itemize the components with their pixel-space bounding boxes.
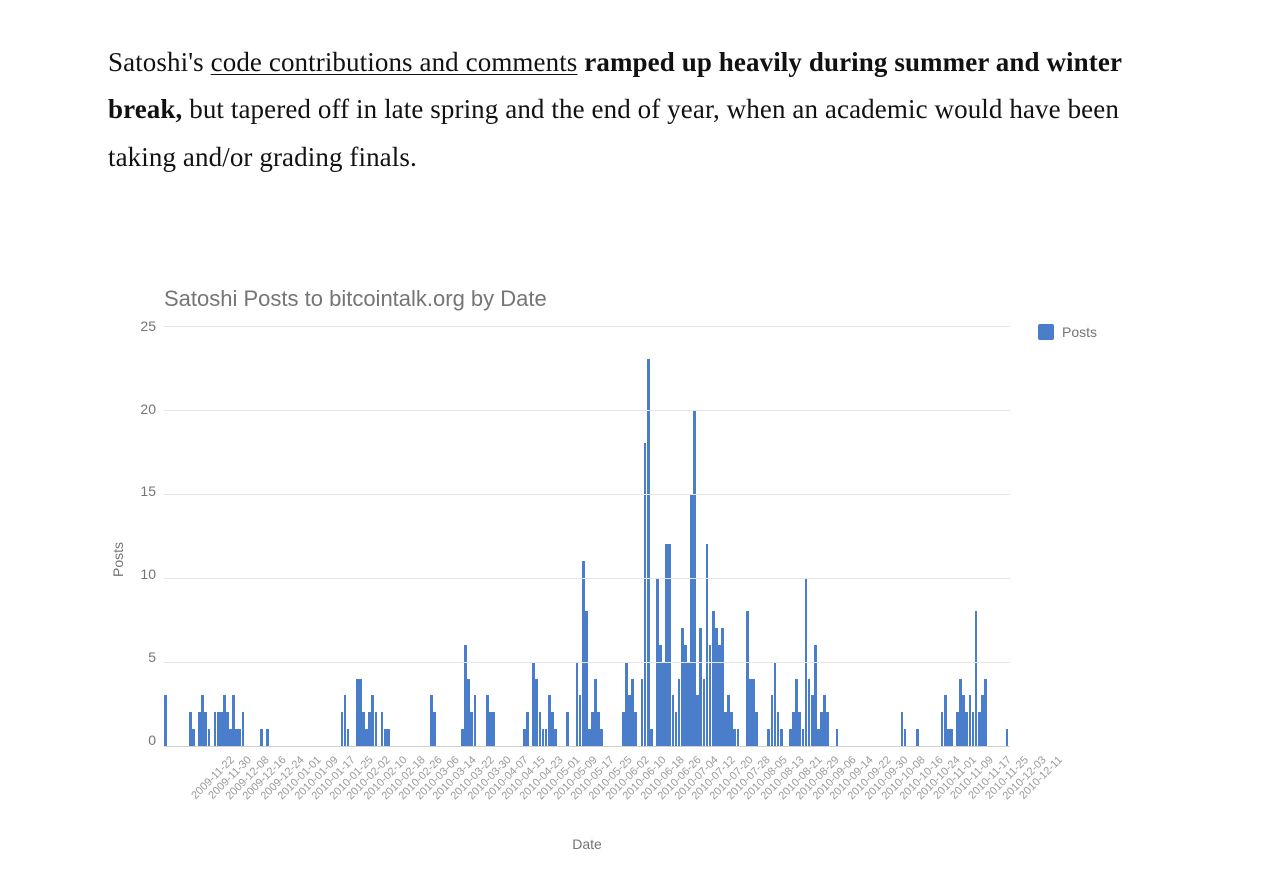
x-axis-title: Date xyxy=(164,836,1010,852)
y-tick-label: 15 xyxy=(126,484,156,498)
chart: Satoshi Posts to bitcointalk.org by Date… xyxy=(108,286,1180,852)
legend-swatch xyxy=(1038,324,1054,340)
bar xyxy=(526,712,529,746)
chart-title: Satoshi Posts to bitcointalk.org by Date xyxy=(164,286,1180,312)
gridline xyxy=(164,578,1010,579)
y-tick-label: 0 xyxy=(126,733,156,747)
bar xyxy=(433,712,436,746)
bar xyxy=(566,712,569,746)
bar xyxy=(950,729,953,746)
bar xyxy=(260,729,263,746)
bar xyxy=(1006,729,1009,746)
bar xyxy=(554,729,557,746)
y-axis-ticks: 2520151050 xyxy=(126,326,164,754)
chart-body: Posts 2520151050 Posts xyxy=(108,326,1180,754)
gridline xyxy=(164,410,1010,411)
bar xyxy=(916,729,919,746)
legend: Posts xyxy=(1038,324,1097,340)
bar xyxy=(984,679,987,746)
bar xyxy=(474,695,477,745)
prose-link[interactable]: code contributions and comments xyxy=(211,47,578,77)
gridline xyxy=(164,326,1010,327)
gridline xyxy=(164,494,1010,495)
y-tick-label: 5 xyxy=(126,650,156,664)
bar xyxy=(585,611,588,745)
legend-label: Posts xyxy=(1062,324,1097,340)
x-axis-ticks: 2009-11-222009-11-302009-12-082009-12-16… xyxy=(164,754,1010,832)
plot-area xyxy=(164,326,1010,747)
y-tick-label: 25 xyxy=(126,319,156,333)
bar xyxy=(650,729,653,746)
y-tick-label: 10 xyxy=(126,567,156,581)
bar xyxy=(242,712,245,746)
bar xyxy=(826,712,829,746)
gridline xyxy=(164,662,1010,663)
bar xyxy=(208,729,211,746)
prose-paragraph: Satoshi's code contributions and comment… xyxy=(108,39,1180,181)
bar xyxy=(347,729,350,746)
bar xyxy=(192,729,195,746)
page: Satoshi's code contributions and comment… xyxy=(0,0,1280,870)
bar xyxy=(755,712,758,746)
bar xyxy=(737,729,740,746)
bar xyxy=(836,729,839,746)
prose-text-1: Satoshi's xyxy=(108,47,211,77)
prose-text-2: but tapered off in late spring and the e… xyxy=(108,94,1119,171)
bar xyxy=(164,695,167,745)
bar xyxy=(600,729,603,746)
bars-container xyxy=(164,326,1010,746)
y-tick-label: 20 xyxy=(126,402,156,416)
bar xyxy=(375,712,378,746)
bar xyxy=(780,729,783,746)
y-axis-title: Posts xyxy=(108,502,126,577)
bar xyxy=(904,729,907,746)
bar xyxy=(387,729,390,746)
bar xyxy=(634,712,637,746)
bar xyxy=(647,359,650,745)
bar xyxy=(266,729,269,746)
bar xyxy=(492,712,495,746)
